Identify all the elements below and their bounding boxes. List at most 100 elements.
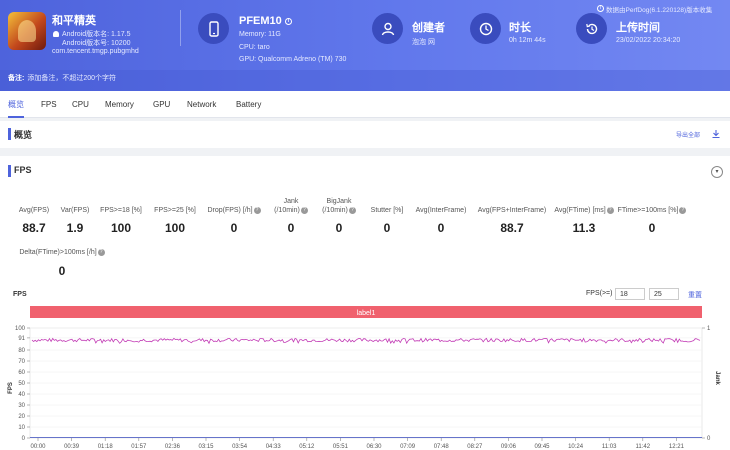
metric-label: BigJank (/10min)?: [294, 197, 384, 215]
y-tick-label: 100: [15, 326, 26, 332]
source-note: 数据由PerfDog(6.1.220128)版本收集: [606, 7, 713, 14]
device-gpu: GPU: Qualcomm Adreno (TM) 730: [239, 56, 347, 63]
y-tick-label: 10: [18, 425, 25, 431]
x-tick-label: 08:27: [467, 444, 483, 450]
metric-label: Jank (/10min)?: [246, 197, 336, 215]
metric-value: 11.3: [572, 221, 596, 235]
overview-title: 概览: [14, 130, 33, 140]
tab-fps[interactable]: FPS: [41, 100, 57, 109]
fps-series-line: [31, 337, 701, 345]
android-icon: [53, 31, 59, 37]
reset-button[interactable]: 重置: [688, 292, 702, 299]
chart-title: FPS: [13, 291, 27, 298]
x-tick-label: 09:06: [501, 444, 517, 450]
section-marker: [8, 128, 11, 140]
x-tick-label: 03:54: [232, 444, 248, 450]
source-info-icon: i: [597, 5, 604, 12]
metric-label: Avg(FPS+InterFrame): [477, 207, 547, 214]
x-tick-label: 12:21: [669, 444, 685, 450]
help-icon[interactable]: ?: [606, 206, 614, 214]
clock-icon: [470, 13, 501, 44]
x-tick-label: 07:09: [400, 444, 416, 450]
tab-cpu[interactable]: CPU: [72, 100, 89, 109]
export-icon[interactable]: [711, 129, 721, 139]
metric-value: 0: [383, 221, 391, 235]
metric-value: 0: [58, 264, 66, 278]
metric-value: 88.7: [22, 221, 46, 235]
x-tick-label: 00:00: [30, 444, 46, 450]
x-tick-label: 03:15: [198, 444, 214, 450]
duration-label: 时长: [509, 22, 531, 34]
device-memory: Memory: 11G: [239, 31, 281, 38]
x-tick-label: 00:39: [64, 444, 80, 450]
x-tick-label: 09:45: [534, 444, 550, 450]
overview-panel: 概览 导出全部: [0, 121, 730, 148]
y2-tick-label: 1: [707, 326, 711, 332]
x-tick-label: 06:30: [366, 444, 382, 450]
metric-value: 88.7: [500, 221, 524, 235]
creator-label: 创建者: [412, 22, 445, 34]
device-info-icon[interactable]: i: [284, 17, 292, 25]
android-version-code: Android版本号: 10200: [62, 40, 131, 47]
metric-label: Stutter [%]: [370, 207, 404, 214]
fps-threshold-input-2[interactable]: [649, 288, 679, 300]
tab-battery[interactable]: Battery: [236, 100, 262, 109]
app-name: 和平精英: [52, 15, 96, 27]
note-input-placeholder[interactable]: 添加备注，不超过200个字符: [27, 75, 117, 82]
tab-overview[interactable]: 概览: [8, 91, 24, 118]
metric-value: 0: [230, 221, 238, 235]
user-icon: [372, 13, 403, 44]
header-divider: [180, 10, 181, 46]
app-icon: [8, 12, 46, 50]
help-icon[interactable]: ?: [679, 206, 687, 214]
device-name: PFEM10 i: [239, 15, 292, 27]
tab-memory[interactable]: Memory: [105, 100, 134, 109]
metric-value: 1.9: [66, 221, 84, 235]
tab-gpu[interactable]: GPU: [153, 100, 171, 109]
help-icon[interactable]: ?: [348, 206, 356, 214]
help-icon[interactable]: ?: [300, 206, 308, 214]
app-header: 和平精英 Android版本名: 1.17.5 Android版本号: 1020…: [0, 0, 730, 91]
section-marker: [8, 165, 11, 177]
metric-label: Drop(FPS) [/h]?: [189, 206, 279, 215]
creator-value: 泡泡 网: [412, 39, 435, 46]
y-tick-label: 30: [18, 403, 25, 409]
y2-axis-label: Jank: [714, 371, 720, 385]
metric-label: FPS>=18 [%]: [100, 207, 142, 214]
phone-icon: [198, 13, 229, 44]
metric-label: FPS>=25 [%]: [154, 207, 196, 214]
y2-tick-label: 0: [707, 436, 711, 442]
collapse-chevron-icon[interactable]: ▾: [711, 166, 723, 178]
tab-bar: 概览 FPS CPU Memory GPU Network Battery: [0, 91, 730, 118]
label-bar-text: label1: [357, 310, 376, 317]
fps-panel: FPS ▾ Avg(FPS) 88.7 Var(FPS) 1.9 FPS>=18 [%]…: [0, 156, 730, 450]
help-icon[interactable]: ?: [97, 248, 105, 256]
help-icon[interactable]: ?: [253, 206, 261, 214]
fps-threshold-input-1[interactable]: [615, 288, 645, 300]
y-tick-label: 50: [18, 381, 25, 387]
metric-label: Avg(FPS): [18, 207, 50, 214]
x-tick-label: 07:48: [434, 444, 450, 450]
metric-value: 0: [335, 221, 343, 235]
label-bar: [30, 306, 702, 318]
y-tick-label: 40: [18, 392, 25, 398]
tab-network[interactable]: Network: [187, 100, 217, 109]
y-tick-label: 60: [18, 370, 25, 376]
x-tick-label: 11:42: [636, 444, 651, 450]
package-name: com.tencent.tmgp.pubgmhd: [52, 48, 139, 55]
fps-threshold-label: FPS(>=): [586, 290, 613, 297]
metric-label: Delta(FTime)>100ms [/h]?: [17, 248, 107, 257]
export-all-link[interactable]: 导出全部: [675, 133, 700, 139]
metric-label: Avg(FTime) [ms]?: [539, 206, 629, 215]
x-tick-label: 10:24: [568, 444, 584, 450]
y-tick-label: 80: [18, 348, 25, 354]
y-tick-label: 91: [18, 336, 25, 342]
metric-value: 0: [287, 221, 295, 235]
y-tick-label: 70: [18, 359, 25, 365]
metric-value: 100: [110, 221, 132, 235]
history-icon: [576, 13, 607, 44]
note-bar[interactable]: 备注: 添加备注，不超过200个字符: [0, 70, 730, 91]
fps-section-title: FPS: [14, 165, 32, 175]
y-tick-label: 0: [22, 436, 26, 442]
